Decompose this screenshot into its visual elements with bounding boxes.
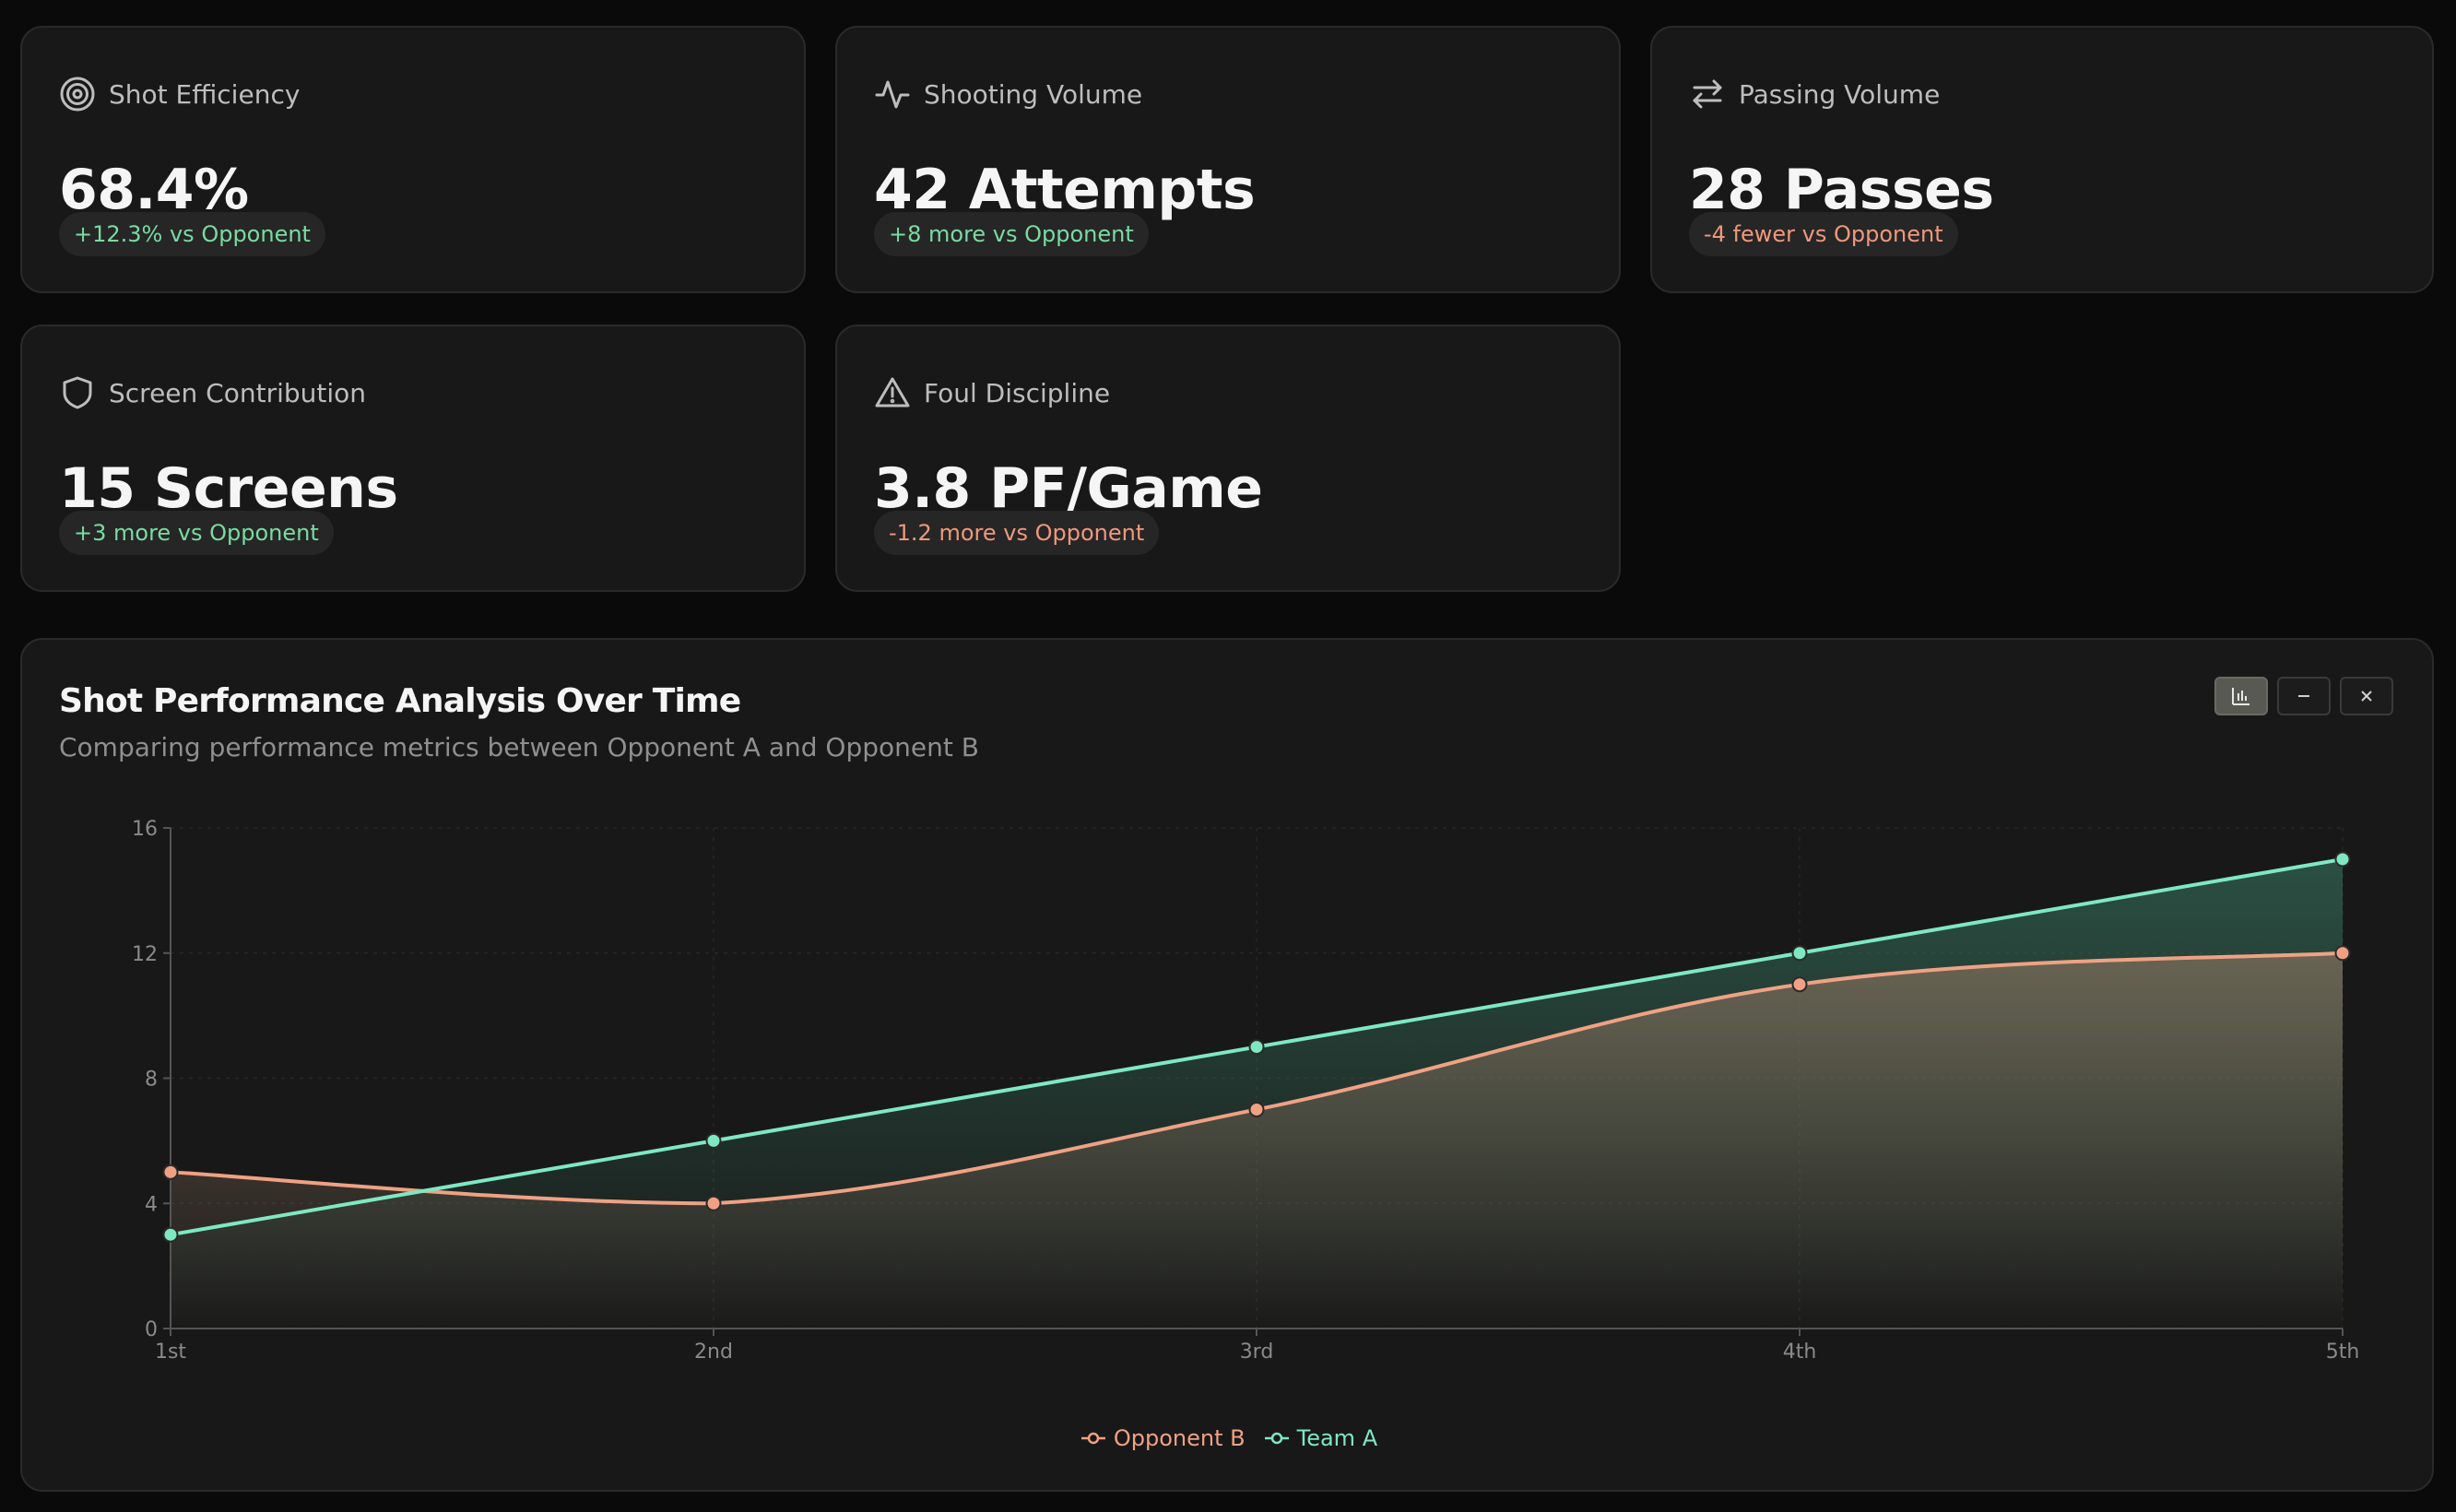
stat-value: 15 Screens [59,456,398,521]
close-icon [2361,691,2372,702]
activity-icon [874,76,911,112]
data-point [705,1132,722,1149]
x-tick-label: 2nd [694,1341,733,1364]
y-tick-label: 0 [145,1318,158,1341]
stat-delta-badge: +3 more vs Opponent [59,511,334,555]
data-point [2334,851,2351,868]
chart-points [162,851,2351,1243]
stat-card-header: Foul Discipline [874,374,1110,411]
chart-title: Shot Performance Analysis Over Time [59,682,741,720]
data-point [1791,945,1808,962]
data-point [1248,1101,1265,1117]
legend-line-marker-icon [1080,1432,1105,1445]
stat-delta-badge: +8 more vs Opponent [874,212,1149,256]
y-tick-label: 4 [145,1193,158,1216]
stat-card-passing-volume: Passing Volume 28 Passes -4 fewer vs Opp… [1650,26,2434,293]
stat-delta-badge: +12.3% vs Opponent [59,212,325,256]
warning-triangle-icon [874,374,911,411]
stat-card-header: Shooting Volume [874,76,1142,112]
stat-value: 68.4% [59,158,249,222]
data-point [1791,976,1808,993]
bar-chart-icon [2232,688,2249,705]
x-tick-label: 5th [2326,1341,2360,1364]
stat-card-header: Passing Volume [1689,76,1940,112]
target-icon [59,76,96,112]
y-tick-label: 8 [145,1069,158,1092]
legend-item-team-a[interactable]: Team A [1264,1425,1377,1451]
data-point [162,1164,179,1180]
chart-card: Shot Performance Analysis Over Time Comp… [20,638,2434,1492]
chart-axes: 0 4 8 12 16 1st 2nd 3rd 4th 5th [132,818,2359,1364]
x-tick-label: 4th [1783,1341,1817,1364]
data-point [2334,945,2351,962]
legend-line-marker-icon [1264,1432,1289,1445]
arrows-exchange-icon [1689,76,1726,112]
stat-value: 3.8 PF/Game [874,456,1263,521]
data-point [162,1226,179,1243]
area-opponent-b [171,952,2343,1329]
legend-label: Team A [1296,1425,1378,1451]
stat-title: Passing Volume [1739,78,1941,110]
stat-title: Screen Contribution [109,377,367,408]
stat-card-shot-efficiency: Shot Efficiency 68.4% +12.3% vs Opponent [20,26,806,293]
chart-type-button[interactable] [2214,677,2268,715]
stat-card-foul-discipline: Foul Discipline 3.8 PF/Game -1.2 more vs… [835,325,1621,592]
minimize-icon [2298,695,2309,697]
close-button[interactable] [2340,677,2393,715]
stat-card-header: Shot Efficiency [59,76,300,112]
y-tick-label: 12 [132,943,158,966]
data-point [1248,1039,1265,1056]
stat-value: 28 Passes [1689,158,1994,222]
chart-legend: Opponent B Team A [22,1422,2436,1455]
x-tick-label: 3rd [1240,1341,1274,1364]
shield-icon [59,374,96,411]
x-tick-label: 1st [155,1341,186,1364]
legend-item-opponent-b[interactable]: Opponent B [1080,1425,1246,1451]
chart-subtitle: Comparing performance metrics between Op… [59,732,979,762]
data-point [705,1195,722,1211]
minimize-button[interactable] [2277,677,2331,715]
stat-title: Shot Efficiency [109,78,301,110]
y-tick-label: 16 [132,818,158,841]
stat-title: Shooting Volume [924,78,1143,110]
stat-title: Foul Discipline [924,377,1111,408]
stat-delta-badge: -1.2 more vs Opponent [874,511,1160,555]
stat-card-header: Screen Contribution [59,374,366,411]
legend-label: Opponent B [1113,1425,1246,1451]
stat-card-shooting-volume: Shooting Volume 42 Attempts +8 more vs O… [835,26,1621,293]
line-area-chart: 0 4 8 12 16 1st 2nd 3rd 4th 5th [132,818,2359,1364]
stat-card-screen-contribution: Screen Contribution 15 Screens +3 more v… [20,325,806,592]
stat-delta-badge: -4 fewer vs Opponent [1689,212,1958,256]
stat-value: 42 Attempts [874,158,1256,222]
